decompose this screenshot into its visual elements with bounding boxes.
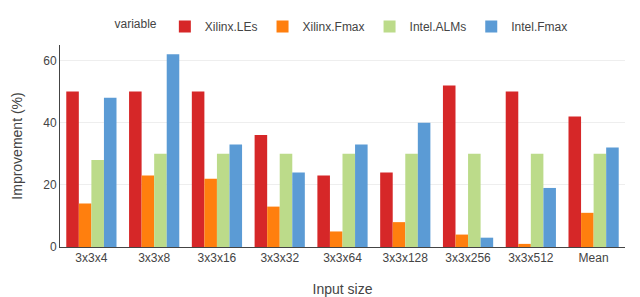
svg-text:variable: variable — [115, 17, 157, 31]
svg-text:Xilinx.Fmax: Xilinx.Fmax — [303, 20, 365, 34]
svg-text:60: 60 — [43, 54, 57, 68]
svg-text:3x3x128: 3x3x128 — [383, 251, 429, 265]
svg-text:3x3x512: 3x3x512 — [508, 251, 554, 265]
svg-text:3x3x64: 3x3x64 — [323, 251, 362, 265]
svg-text:Intel.ALMs: Intel.ALMs — [410, 20, 467, 34]
svg-text:3x3x4: 3x3x4 — [75, 251, 107, 265]
svg-text:20: 20 — [43, 178, 57, 192]
svg-text:3x3x256: 3x3x256 — [445, 251, 491, 265]
svg-text:Mean: Mean — [579, 251, 609, 265]
svg-text:Improvement (%): Improvement (%) — [9, 92, 25, 199]
svg-text:Input size: Input size — [313, 281, 373, 297]
svg-text:Intel.Fmax: Intel.Fmax — [511, 20, 567, 34]
svg-text:0: 0 — [50, 240, 57, 254]
svg-text:40: 40 — [43, 116, 57, 130]
svg-text:Xilinx.LEs: Xilinx.LEs — [205, 20, 258, 34]
svg-text:3x3x16: 3x3x16 — [198, 251, 237, 265]
svg-text:3x3x8: 3x3x8 — [138, 251, 170, 265]
svg-text:3x3x32: 3x3x32 — [260, 251, 299, 265]
